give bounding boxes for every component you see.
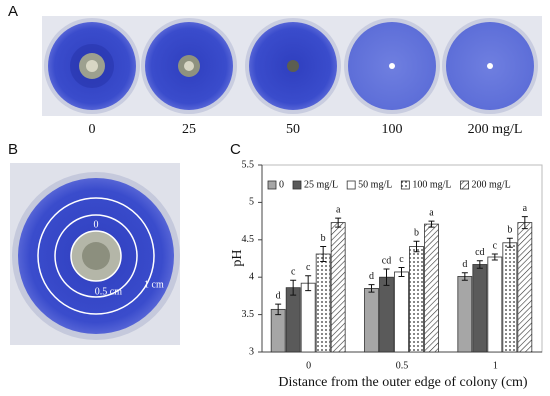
legend-label: 0 xyxy=(279,179,284,190)
y-tick-label: 5.5 xyxy=(242,159,255,170)
significance-letter: cd xyxy=(382,255,391,266)
legend-label: 25 mg/L xyxy=(304,179,338,190)
bar xyxy=(330,222,346,353)
error-bar xyxy=(383,268,390,286)
dish-photo xyxy=(10,163,180,345)
error-bar xyxy=(335,217,342,228)
y-tick-label: 4.5 xyxy=(242,234,255,245)
panel-label: A xyxy=(8,3,18,20)
panel-label: B xyxy=(8,141,18,158)
significance-letter: d xyxy=(369,271,374,282)
legend-swatch xyxy=(460,180,469,190)
panel-label: C xyxy=(230,141,241,158)
bar xyxy=(270,308,286,353)
error-bar xyxy=(476,260,483,269)
x-axis-label: Distance from the outer edge of colony (… xyxy=(278,375,528,390)
bar xyxy=(487,256,503,353)
bar xyxy=(315,253,331,353)
x-tick-label: 0 xyxy=(306,360,311,371)
bar-chart: C pH Distance from the outer edge of col… xyxy=(230,141,543,390)
error-bar xyxy=(413,240,420,253)
significance-letter: a xyxy=(523,203,528,214)
bar xyxy=(394,271,409,353)
legend-label: 200 mg/L xyxy=(472,179,511,190)
error-bar xyxy=(506,237,513,248)
significance-letter: c xyxy=(291,266,296,277)
error-bar xyxy=(461,272,468,281)
x-tick-label: 0.5 xyxy=(396,360,409,371)
error-bar xyxy=(491,253,498,261)
significance-letter: d xyxy=(462,259,467,270)
dish-label: 50 xyxy=(286,122,300,137)
dish-label: 0 xyxy=(89,122,96,137)
y-tick-label: 5 xyxy=(249,197,254,208)
y-tick-label: 3 xyxy=(249,346,254,357)
significance-letter: b xyxy=(414,228,419,239)
dish-label: 200 mg/L xyxy=(468,122,523,137)
error-bar xyxy=(368,284,375,293)
error-bar xyxy=(275,303,282,316)
legend-swatch xyxy=(292,180,302,190)
significance-letter: c xyxy=(306,262,311,273)
significance-letter: b xyxy=(507,225,512,236)
bar xyxy=(285,287,301,353)
bar xyxy=(472,264,488,353)
dish-photos xyxy=(42,16,542,116)
legend-swatch xyxy=(267,180,277,190)
error-bar xyxy=(320,246,327,262)
bar xyxy=(424,223,439,353)
bar xyxy=(364,288,379,353)
bar xyxy=(409,246,424,353)
legend-swatch xyxy=(346,180,356,190)
error-bar xyxy=(290,279,297,296)
significance-letter: c xyxy=(399,254,404,265)
ring-label: 0 xyxy=(94,219,99,230)
y-tick-label: 3.5 xyxy=(242,309,255,320)
significance-letter: b xyxy=(321,233,326,244)
legend-label: 50 mg/L xyxy=(358,179,392,190)
significance-letter: cd xyxy=(475,247,484,258)
ring-label: 0.5 cm xyxy=(95,286,122,297)
bar xyxy=(517,222,533,353)
significance-letter: a xyxy=(336,204,341,215)
significance-letter: d xyxy=(276,290,281,301)
bar xyxy=(300,282,316,353)
bar xyxy=(379,276,394,353)
error-bar xyxy=(428,220,435,228)
dish-label: 100 xyxy=(382,122,403,137)
error-bar xyxy=(521,216,528,230)
error-bar xyxy=(398,266,405,277)
bar xyxy=(502,242,518,353)
significance-letter: c xyxy=(493,240,498,251)
error-bar xyxy=(305,275,312,292)
legend-swatch xyxy=(400,180,410,190)
y-tick-label: 4 xyxy=(249,271,254,282)
x-tick-label: 1 xyxy=(493,360,498,371)
significance-letter: a xyxy=(429,207,434,218)
ring-label: 1 cm xyxy=(144,279,164,290)
dish-label: 25 xyxy=(182,122,196,137)
legend-label: 100 mg/L xyxy=(412,179,451,190)
bar xyxy=(457,276,473,353)
y-axis-label: pH xyxy=(230,249,245,266)
